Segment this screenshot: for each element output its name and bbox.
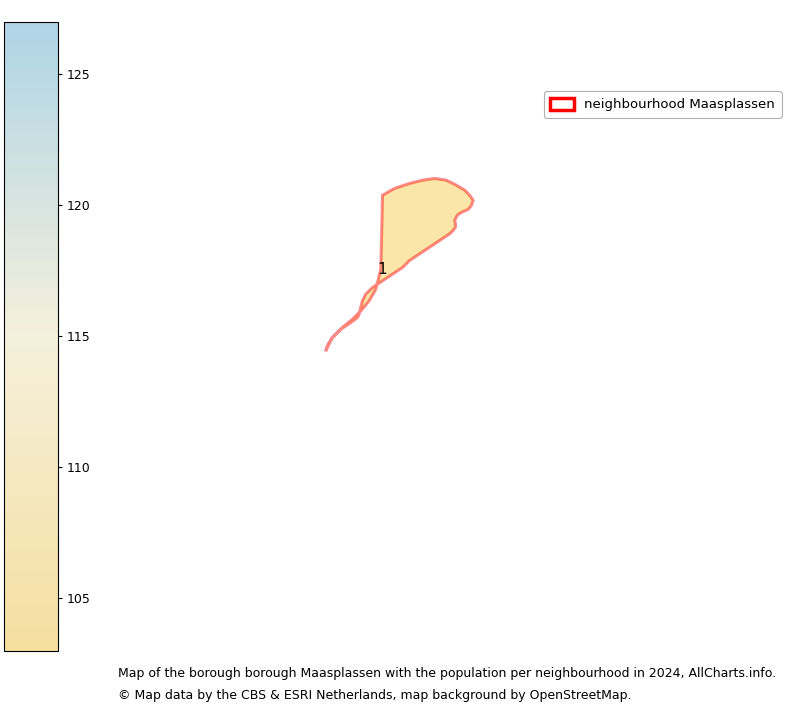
Legend: neighbourhood Maasplassen: neighbourhood Maasplassen	[544, 91, 782, 118]
Text: Map of the borough borough Maasplassen with the population per neighbourhood in : Map of the borough borough Maasplassen w…	[118, 667, 776, 680]
Polygon shape	[326, 178, 473, 351]
Text: 1: 1	[378, 262, 387, 277]
Text: © Map data by the CBS & ESRI Netherlands, map background by OpenStreetMap.: © Map data by the CBS & ESRI Netherlands…	[118, 689, 631, 702]
